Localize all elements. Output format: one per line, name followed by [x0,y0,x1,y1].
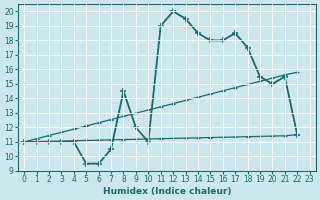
X-axis label: Humidex (Indice chaleur): Humidex (Indice chaleur) [103,187,231,196]
